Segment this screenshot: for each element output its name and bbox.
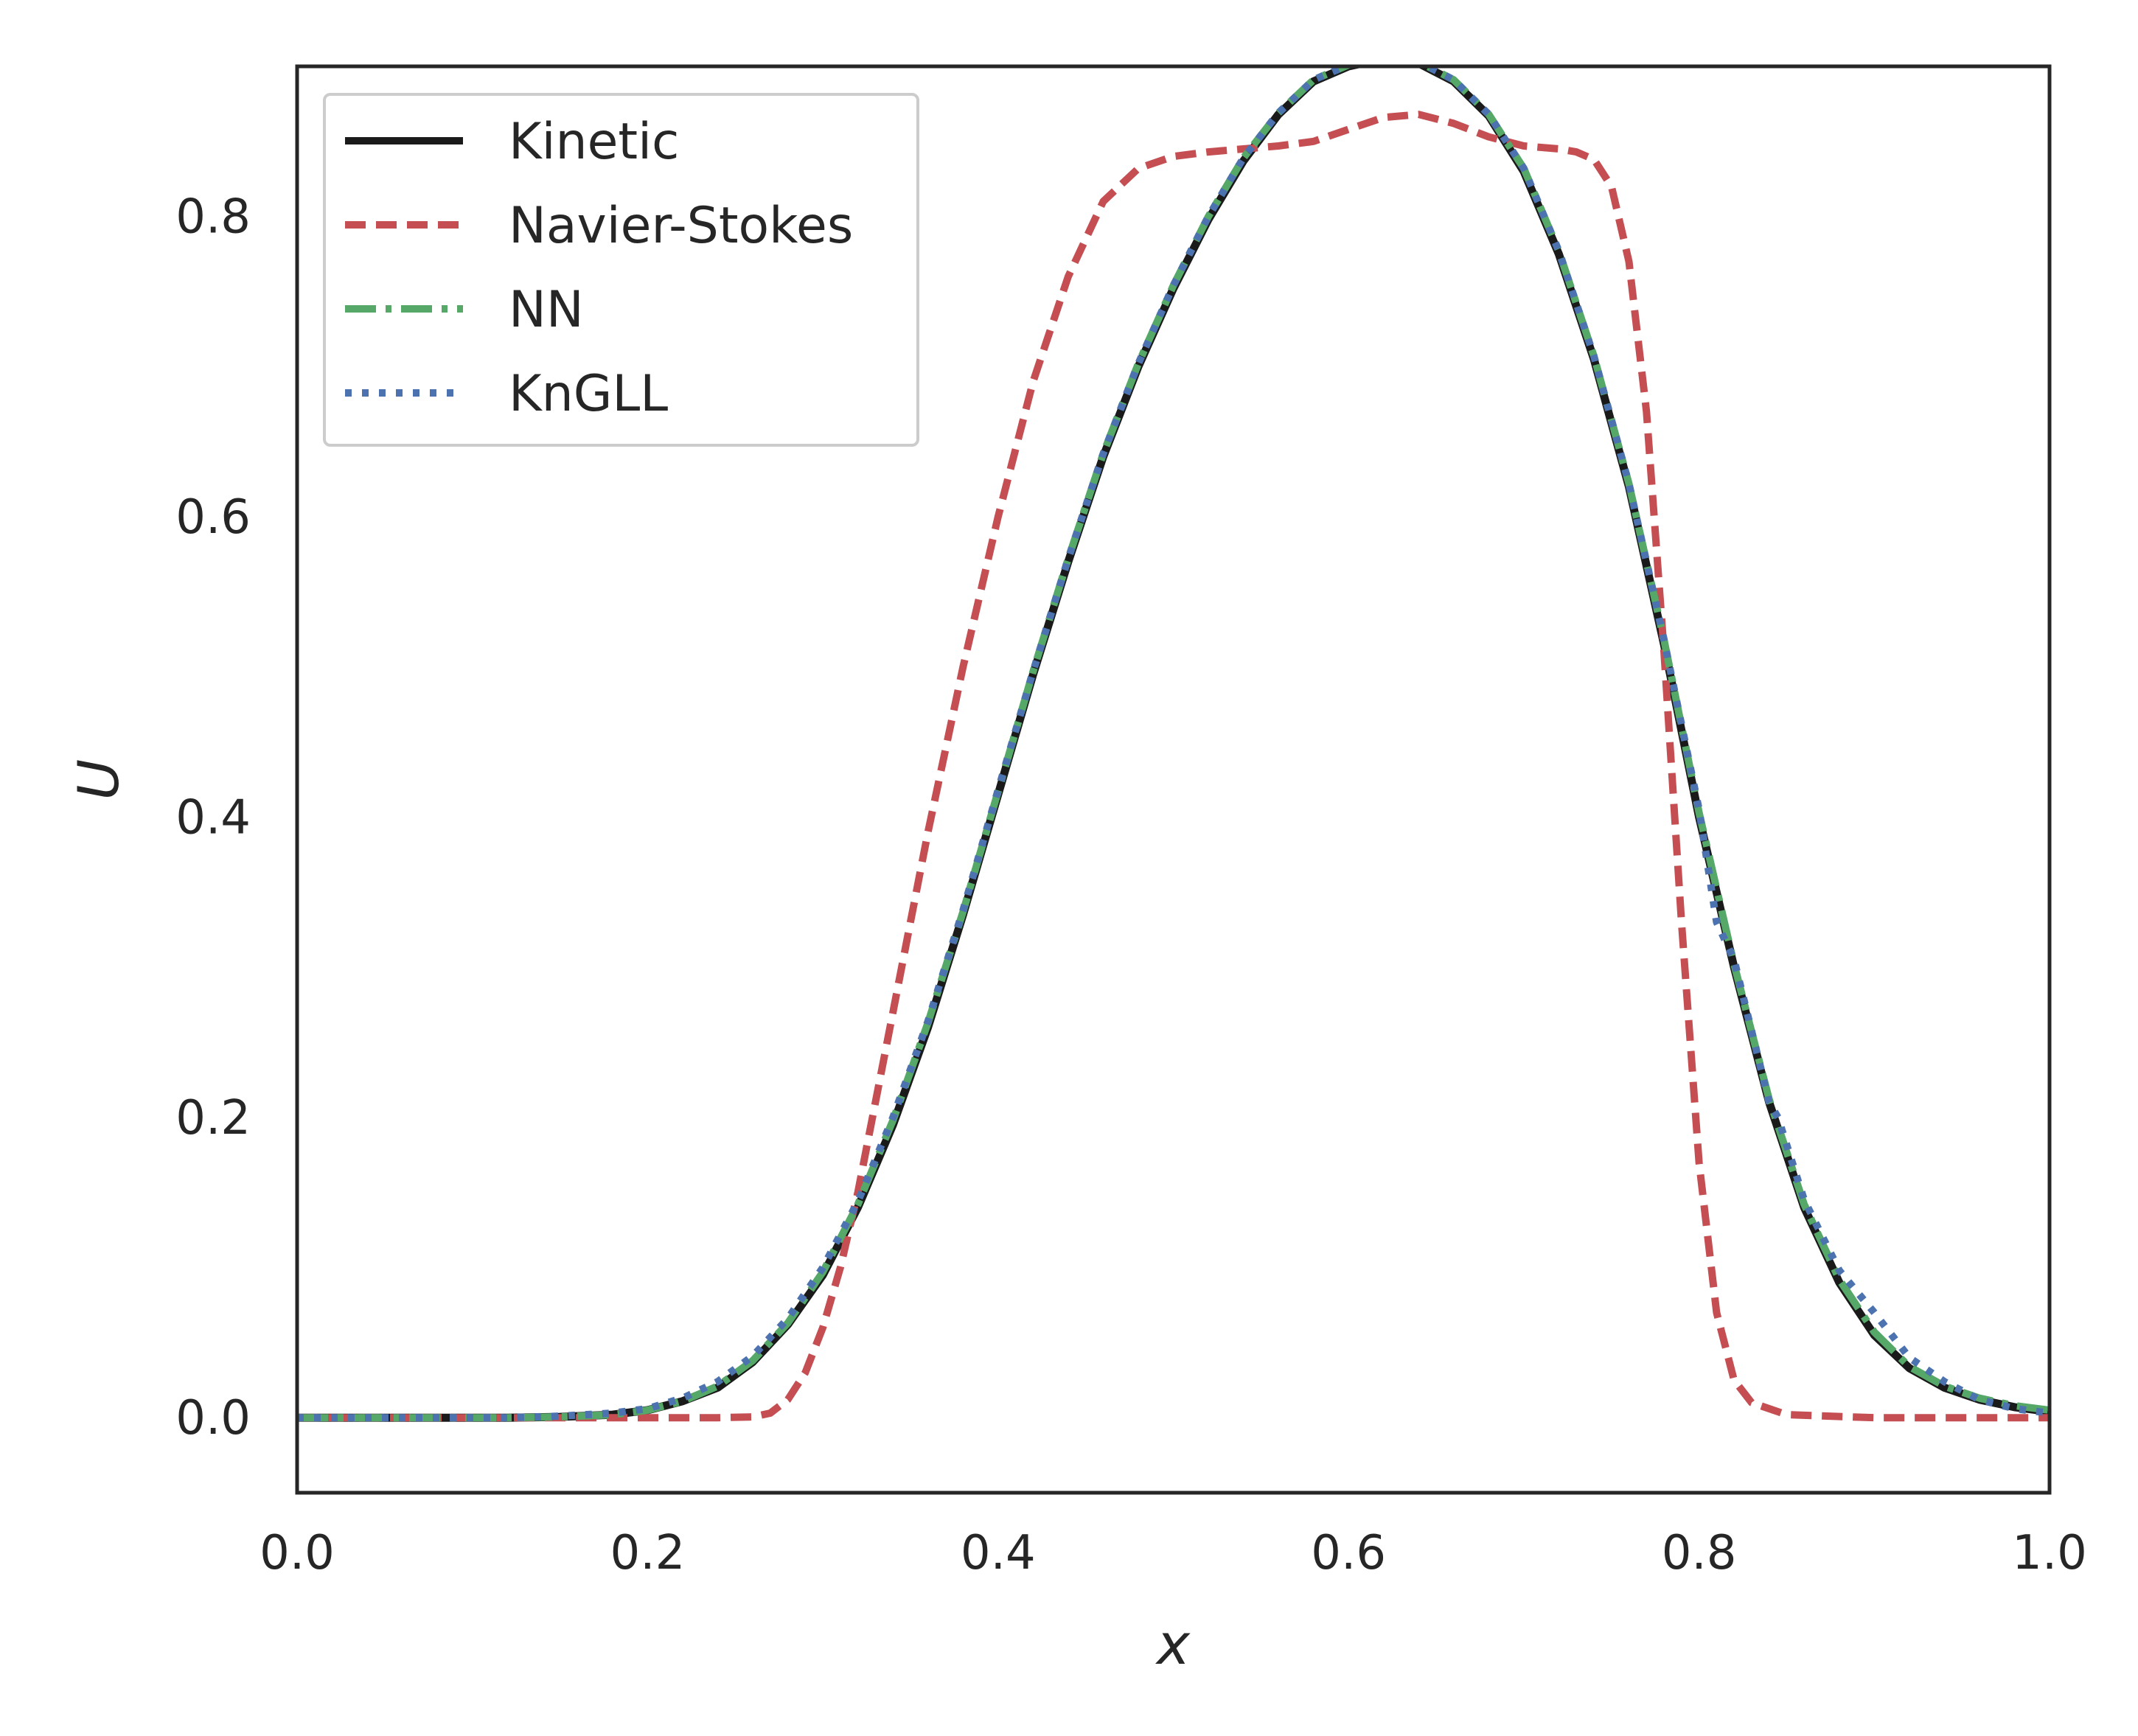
legend-box <box>323 93 919 447</box>
legend: Kinetic Navier-Stokes NN KnGLL <box>323 93 919 447</box>
y-tick-label: 0.6 <box>175 490 251 545</box>
x-axis-ticks: 0.0 0.2 0.4 0.6 0.8 1.0 <box>260 1526 2087 1580</box>
series-layer <box>297 66 2050 1422</box>
x-tick-label: 0.0 <box>260 1526 335 1580</box>
legend-label: NN <box>509 281 584 339</box>
x-tick-label: 0.8 <box>1662 1526 1737 1580</box>
x-tick-label: 0.4 <box>961 1526 1036 1580</box>
legend-label: KnGLL <box>509 365 668 423</box>
legend-label: Navier-Stokes <box>509 197 853 255</box>
x-tick-label: 0.6 <box>1311 1526 1386 1580</box>
y-tick-label: 0.2 <box>175 1091 251 1146</box>
plot-frame <box>295 64 2052 1495</box>
x-axis-title: x <box>1155 1611 1191 1677</box>
series-line-kinetic <box>297 66 2050 1422</box>
y-tick-label: 0.0 <box>175 1391 251 1446</box>
series-line-nn <box>297 66 2050 1422</box>
series-line-kngll <box>297 66 2050 1422</box>
x-tick-label: 1.0 <box>2012 1526 2087 1580</box>
y-axis-ticks: 0.0 0.2 0.4 0.6 0.8 <box>175 190 251 1446</box>
series-line-navier-stokes <box>297 111 2050 1422</box>
y-tick-label: 0.4 <box>175 790 251 845</box>
y-axis-title: U <box>66 759 131 801</box>
y-tick-label: 0.8 <box>175 190 251 245</box>
x-tick-label: 0.2 <box>610 1526 686 1580</box>
legend-label: Kinetic <box>509 113 679 171</box>
